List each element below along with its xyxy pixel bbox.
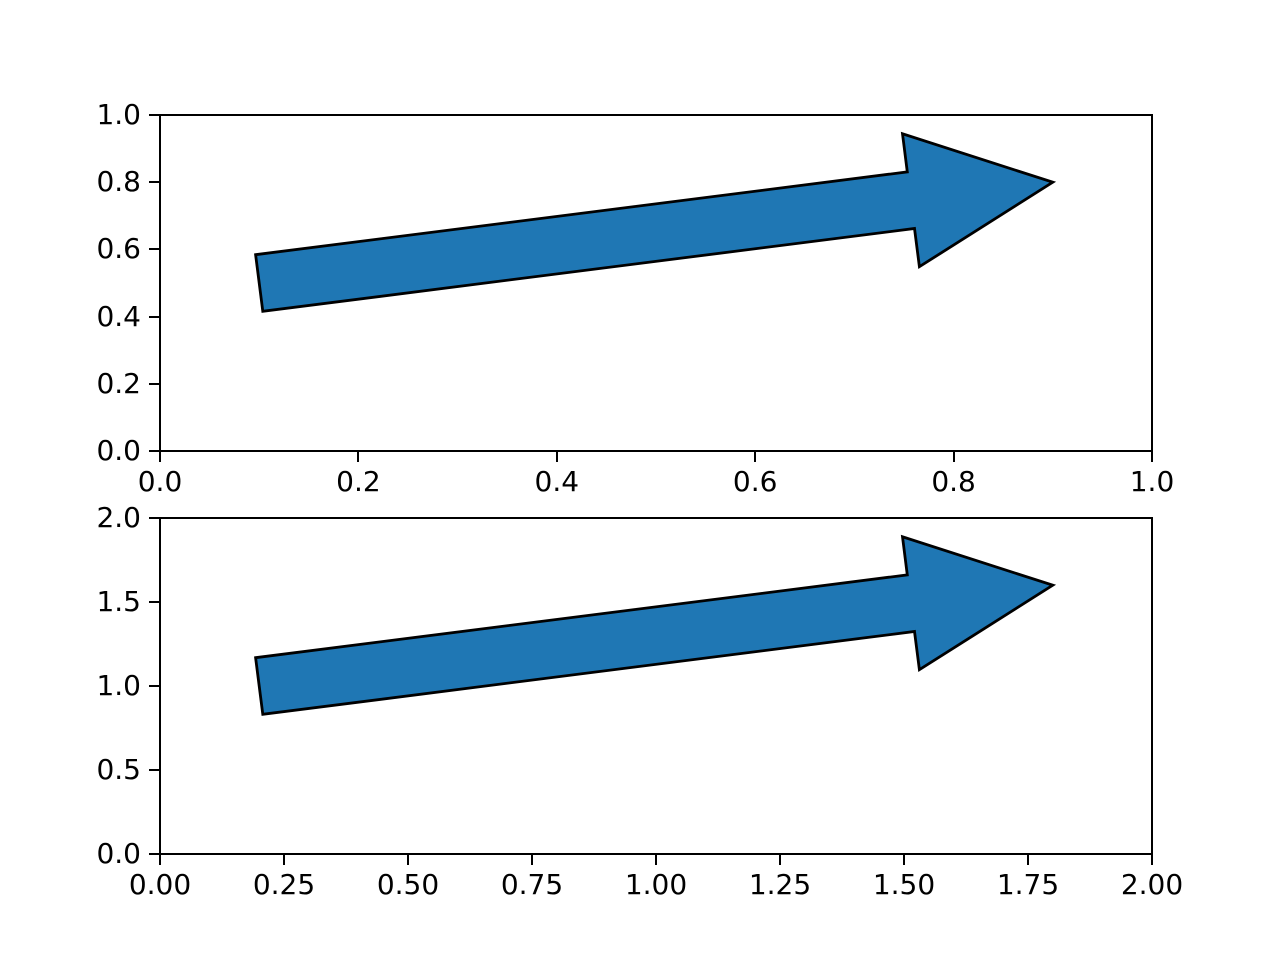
x-tick-bottom	[903, 855, 905, 865]
x-tick-label-bottom: 1.75	[996, 868, 1060, 901]
y-tick-top	[149, 382, 159, 385]
x-tick-top	[1151, 452, 1153, 462]
x-tick-label-bottom: 0.00	[128, 868, 192, 901]
x-tick-top	[357, 452, 360, 462]
x-tick-top	[754, 452, 757, 462]
x-tick-bottom	[283, 855, 285, 865]
y-tick-top	[149, 315, 159, 318]
x-tick-top	[159, 452, 161, 462]
x-tick-label-top: 0.2	[336, 465, 381, 498]
y-tick-label-top: 0.4	[96, 299, 141, 333]
x-tick-label-bottom: 0.25	[252, 868, 316, 901]
x-tick-label-bottom: 0.75	[500, 868, 564, 901]
axes-box-bottom	[159, 517, 1153, 855]
y-tick-top	[149, 181, 159, 184]
y-tick-label-bottom: 0.5	[96, 753, 141, 786]
x-tick-label-bottom: 2.00	[1120, 868, 1184, 901]
y-tick-bottom	[149, 769, 159, 771]
x-tick-bottom	[159, 855, 161, 865]
y-tick-label-top: 0.0	[96, 434, 141, 467]
y-tick-top	[149, 114, 159, 116]
y-tick-label-top: 0.8	[96, 165, 141, 199]
y-tick-label-bottom: 2.0	[96, 501, 141, 534]
y-tick-label-top: 1.0	[96, 98, 141, 131]
x-tick-top	[555, 452, 558, 462]
x-tick-bottom	[531, 855, 533, 865]
x-tick-label-bottom: 1.25	[748, 868, 812, 901]
x-tick-bottom	[407, 855, 409, 865]
x-tick-label-top: 1.0	[1129, 465, 1175, 498]
x-tick-label-top: 0.6	[732, 465, 778, 498]
y-tick-label-bottom: 1.0	[96, 669, 141, 702]
x-tick-top	[952, 452, 955, 462]
y-tick-label-bottom: 0.0	[96, 837, 141, 870]
y-tick-label-bottom: 1.5	[96, 585, 141, 618]
x-tick-label-top: 0.0	[137, 465, 183, 498]
y-tick-bottom	[149, 517, 159, 519]
axes-box-top	[159, 114, 1153, 452]
x-tick-bottom	[655, 855, 657, 865]
x-tick-label-top: 0.8	[931, 465, 976, 498]
y-tick-bottom	[149, 685, 159, 687]
x-tick-label-bottom: 1.00	[624, 868, 688, 901]
x-tick-bottom	[1151, 855, 1153, 865]
y-tick-label-top: 0.2	[96, 366, 141, 400]
x-tick-bottom	[1027, 855, 1029, 865]
y-tick-top	[149, 450, 159, 452]
x-tick-label-top: 0.4	[534, 465, 580, 498]
y-tick-label-top: 0.6	[96, 232, 141, 266]
y-tick-bottom	[149, 601, 159, 603]
y-tick-bottom	[149, 853, 159, 855]
x-tick-label-bottom: 1.50	[872, 868, 936, 901]
x-tick-bottom	[779, 855, 781, 865]
x-tick-label-bottom: 0.50	[376, 868, 440, 901]
y-tick-top	[149, 248, 159, 251]
